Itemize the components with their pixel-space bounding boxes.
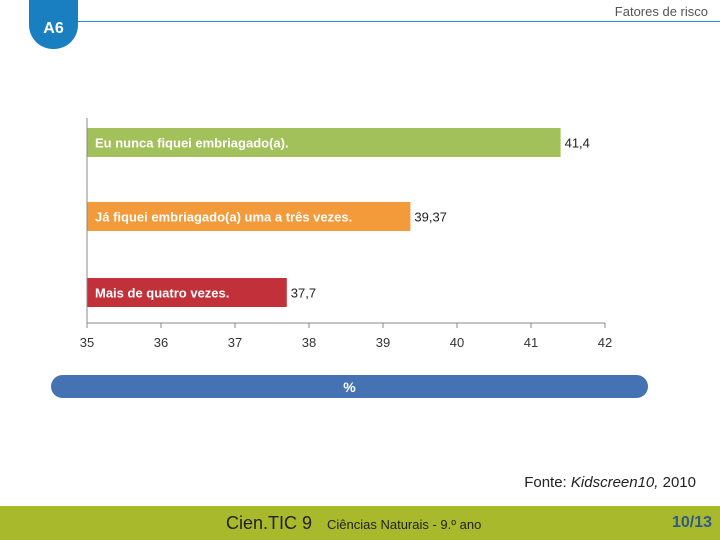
bar-1 bbox=[87, 202, 411, 231]
slide-badge-label: A6 bbox=[43, 19, 64, 37]
bar-2 bbox=[87, 278, 287, 307]
bar-value-label-1: 39,37 bbox=[414, 210, 447, 225]
x-tick-label-3: 38 bbox=[302, 335, 316, 350]
source-suffix: 2010 bbox=[658, 474, 696, 491]
bar-0 bbox=[87, 128, 561, 157]
x-tick-label-6: 41 bbox=[524, 335, 538, 350]
footer: Cien.TIC 9 Ciências Naturais - 9.º ano 1… bbox=[0, 506, 720, 540]
bar-category-label-2: Mais de quatro vezes. bbox=[95, 286, 229, 301]
page-number: 10/13 bbox=[671, 514, 712, 531]
x-tick-label-5: 40 bbox=[450, 335, 464, 350]
x-tick-label-7: 42 bbox=[598, 335, 612, 350]
header-line bbox=[78, 21, 720, 22]
footer-subject: Ciências Naturais - 9.º ano bbox=[327, 517, 482, 532]
x-tick-label-1: 36 bbox=[154, 335, 168, 350]
header-title: Fatores de risco bbox=[614, 4, 708, 19]
bar-category-label-0: Eu nunca fiquei embriagado(a). bbox=[95, 136, 289, 151]
slide-badge: A6 bbox=[29, 0, 78, 49]
bar-chart: Eu nunca fiquei embriagado(a). 41,4 Já fiq… bbox=[80, 118, 612, 350]
footer-brand: Cien.TIC 9 bbox=[226, 513, 313, 533]
source-citation: Fonte: Kidscreen10, 2010 bbox=[524, 474, 696, 491]
bar-value-label-2: 37,7 bbox=[291, 286, 316, 301]
x-axis-label-bar: % bbox=[51, 375, 648, 398]
bar-value-label-0: 41,4 bbox=[565, 136, 590, 151]
bar-category-label-1: Já fiquei embriagado(a) uma a três vezes… bbox=[95, 210, 352, 225]
source-italic: Kidscreen10, bbox=[570, 474, 659, 491]
x-tick-label-0: 35 bbox=[80, 335, 94, 350]
x-tick-label-2: 37 bbox=[228, 335, 242, 350]
source-prefix: Fonte: bbox=[524, 474, 571, 491]
x-tick-label-4: 39 bbox=[376, 335, 390, 350]
x-axis-label: % bbox=[343, 378, 356, 395]
